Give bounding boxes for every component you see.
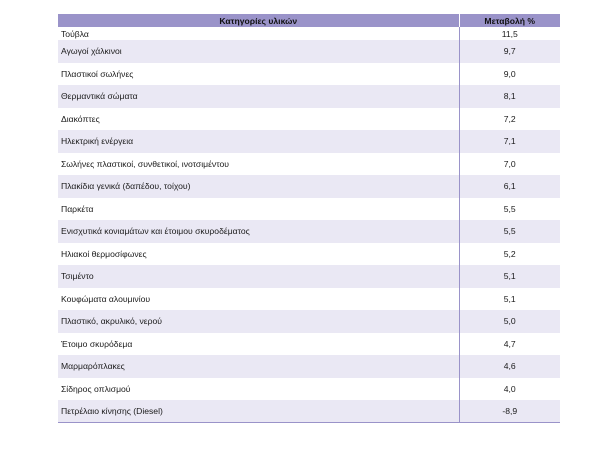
row-change-value: 5,0	[458, 310, 560, 333]
header-change-percent: Μεταβολή %	[459, 14, 560, 27]
row-category: Σωλήνες πλαστικοί, συνθετικοί, ινοτσιμέν…	[58, 152, 459, 175]
row-change-value: 11,5	[458, 27, 560, 40]
row-category: Ενισχυτικά κονιαμάτων και έτοιμου σκυροδ…	[58, 220, 459, 243]
row-change-value: 4,0	[458, 377, 560, 400]
row-category: Ηλιακοί θερμοσίφωνες	[58, 242, 459, 265]
row-change-value: 5,5	[458, 197, 560, 220]
row-category: Πλαστικοί σωλήνες	[58, 62, 459, 85]
row-category: Πλαστικό, ακρυλικό, νερού	[58, 310, 459, 333]
table-row: Ενισχυτικά κονιαμάτων και έτοιμου σκυροδ…	[58, 220, 560, 243]
row-category: Πλακίδια γενικά (δαπέδου, τοίχου)	[58, 175, 459, 198]
table-row: Έτοιμο σκυρόδεμα 4,7	[58, 332, 560, 355]
table-row: Αγωγοί χάλκινοι 9,7	[58, 40, 560, 63]
row-change-value: 7,1	[458, 130, 560, 153]
row-category: Έτοιμο σκυρόδεμα	[58, 332, 459, 355]
row-change-value: 5,1	[458, 265, 560, 288]
row-category: Διακόπτες	[58, 107, 459, 130]
table-row: Τούβλα 11,5	[58, 27, 560, 40]
table-row: Πετρέλαιο κίνησης (Diesel) -8,9	[58, 400, 560, 423]
row-category: Πετρέλαιο κίνησης (Diesel)	[58, 400, 459, 423]
row-change-value: 8,1	[458, 85, 560, 108]
row-change-value: 5,1	[458, 287, 560, 310]
header-category: Κατηγορίες υλικών	[58, 14, 460, 27]
materials-price-change-table: Κατηγορίες υλικών Μεταβολή % Τούβλα 11,5…	[58, 14, 560, 423]
row-category: Μαρμαρόπλακες	[58, 355, 459, 378]
row-category: Παρκέτα	[58, 197, 459, 220]
table-row: Σωλήνες πλαστικοί, συνθετικοί, ινοτσιμέν…	[58, 152, 560, 175]
table-row: Πλαστικοί σωλήνες 9,0	[58, 62, 560, 85]
row-change-value: 7,2	[458, 107, 560, 130]
table-row: Σίδηρος οπλισμού 4,0	[58, 377, 560, 400]
row-change-value: -8,9	[458, 400, 560, 423]
table-row: Ηλεκτρική ενέργεια 7,1	[58, 130, 560, 153]
row-change-value: 9,0	[458, 62, 560, 85]
header-row: Κατηγορίες υλικών Μεταβολή %	[58, 14, 560, 27]
table-row: Παρκέτα 5,5	[58, 197, 560, 220]
table-row: Τσιμέντο 5,1	[58, 265, 560, 288]
row-change-value: 5,5	[458, 220, 560, 243]
row-change-value: 5,2	[458, 242, 560, 265]
row-category: Θερμαντικά σώματα	[58, 85, 459, 108]
table-row: Διακόπτες 7,2	[58, 107, 560, 130]
row-change-value: 4,7	[458, 332, 560, 355]
row-change-value: 6,1	[458, 175, 560, 198]
row-category: Ηλεκτρική ενέργεια	[58, 130, 459, 153]
table-header: Κατηγορίες υλικών Μεταβολή %	[58, 14, 560, 27]
table-row: Μαρμαρόπλακες 4,6	[58, 355, 560, 378]
row-change-value: 7,0	[458, 152, 560, 175]
table-row: Πλακίδια γενικά (δαπέδου, τοίχου) 6,1	[58, 175, 560, 198]
row-category: Αγωγοί χάλκινοι	[58, 40, 459, 63]
row-change-value: 4,6	[458, 355, 560, 378]
table-row: Κουφώματα αλουμινίου 5,1	[58, 287, 560, 310]
table-row: Θερμαντικά σώματα 8,1	[58, 85, 560, 108]
row-category: Τσιμέντο	[58, 265, 459, 288]
table-row: Ηλιακοί θερμοσίφωνες 5,2	[58, 242, 560, 265]
row-category: Σίδηρος οπλισμού	[58, 377, 459, 400]
table-body: Τούβλα 11,5 Αγωγοί χάλκινοι 9,7 Πλαστικο…	[58, 27, 560, 423]
row-change-value: 9,7	[458, 40, 560, 63]
row-category: Κουφώματα αλουμινίου	[58, 287, 459, 310]
row-category: Τούβλα	[58, 27, 459, 40]
table-row: Πλαστικό, ακρυλικό, νερού 5,0	[58, 310, 560, 333]
